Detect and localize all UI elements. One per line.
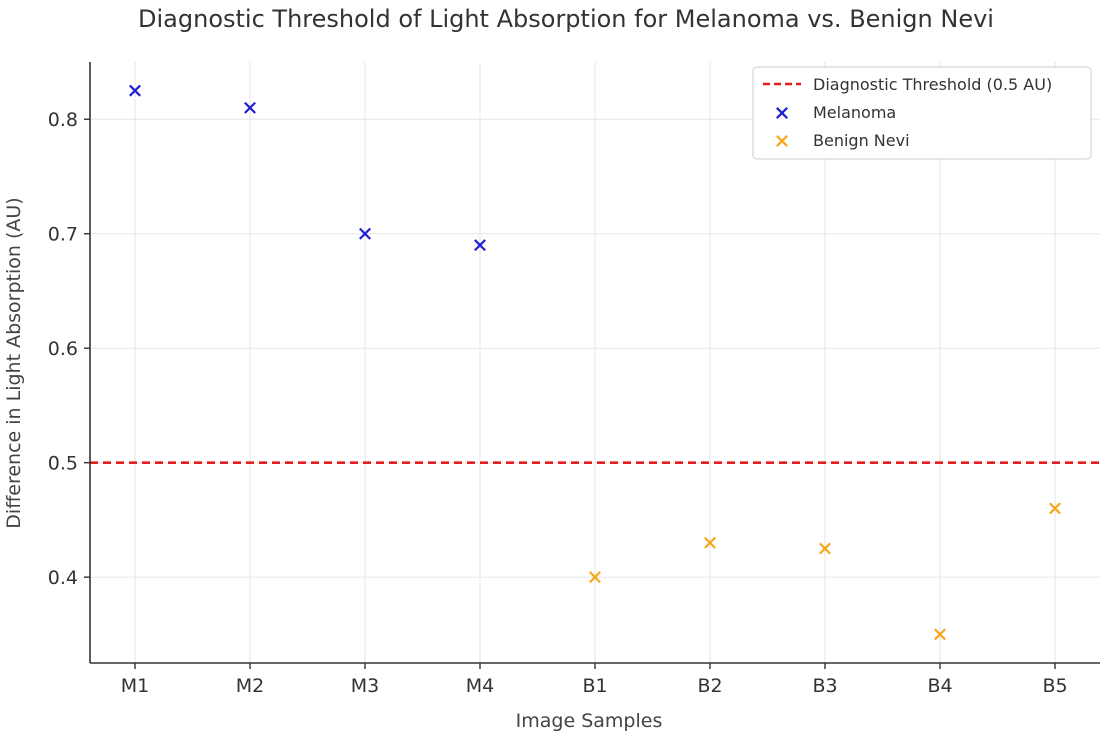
benign-nevi-point (704, 536, 716, 549)
x-tick-label: M4 (466, 675, 494, 697)
legend-melanoma-marker (776, 107, 788, 119)
x-tick-label: M3 (351, 675, 379, 697)
x-tick-label: M1 (121, 675, 149, 697)
legend-melanoma-x (776, 107, 788, 119)
melanoma-point (359, 227, 371, 240)
y-tick-label: 0.6 (48, 338, 78, 360)
benign-nevi-point (1049, 502, 1061, 515)
melanoma-point (244, 101, 256, 114)
benign-nevi-point (934, 628, 946, 641)
y-axis-ticks: 0.4 0.5 0.6 0.7 0.8 (48, 109, 90, 589)
x-tick-label: B5 (1042, 675, 1067, 697)
y-tick-label: 0.4 (48, 567, 78, 589)
x-tick-label: B1 (582, 675, 607, 697)
x-axis-ticks: M1 M2 M3 M4 B1 B2 B3 B4 B5 (121, 663, 1068, 697)
points-layer (129, 84, 1061, 641)
legend-benign-x (776, 135, 788, 147)
x-tick-label: B3 (812, 675, 837, 697)
legend-box (752, 66, 1092, 160)
melanoma-point (129, 84, 141, 97)
y-tick-label: 0.7 (48, 224, 78, 246)
benign-nevi-point (819, 542, 831, 555)
x-tick-label: M2 (236, 675, 264, 697)
y-tick-label: 0.8 (48, 109, 78, 131)
y-axis-label: Difference in Light Absorption (AU) (3, 197, 25, 528)
legend-benign-label: Benign Nevi (813, 131, 910, 150)
legend-melanoma-label: Melanoma (813, 103, 896, 122)
benign-nevi-point (589, 571, 601, 584)
legend-benign-marker (776, 135, 788, 147)
y-tick-label: 0.5 (48, 453, 78, 475)
melanoma-point (474, 239, 486, 252)
x-tick-label: B2 (697, 675, 722, 697)
chart-title: Diagnostic Threshold of Light Absorption… (138, 5, 994, 33)
legend-threshold-label: Diagnostic Threshold (0.5 AU) (813, 75, 1052, 94)
legend: Diagnostic Threshold (0.5 AU) Melanoma B… (752, 66, 1092, 160)
x-tick-label: B4 (927, 675, 952, 697)
x-axis-label: Image Samples (516, 710, 663, 732)
